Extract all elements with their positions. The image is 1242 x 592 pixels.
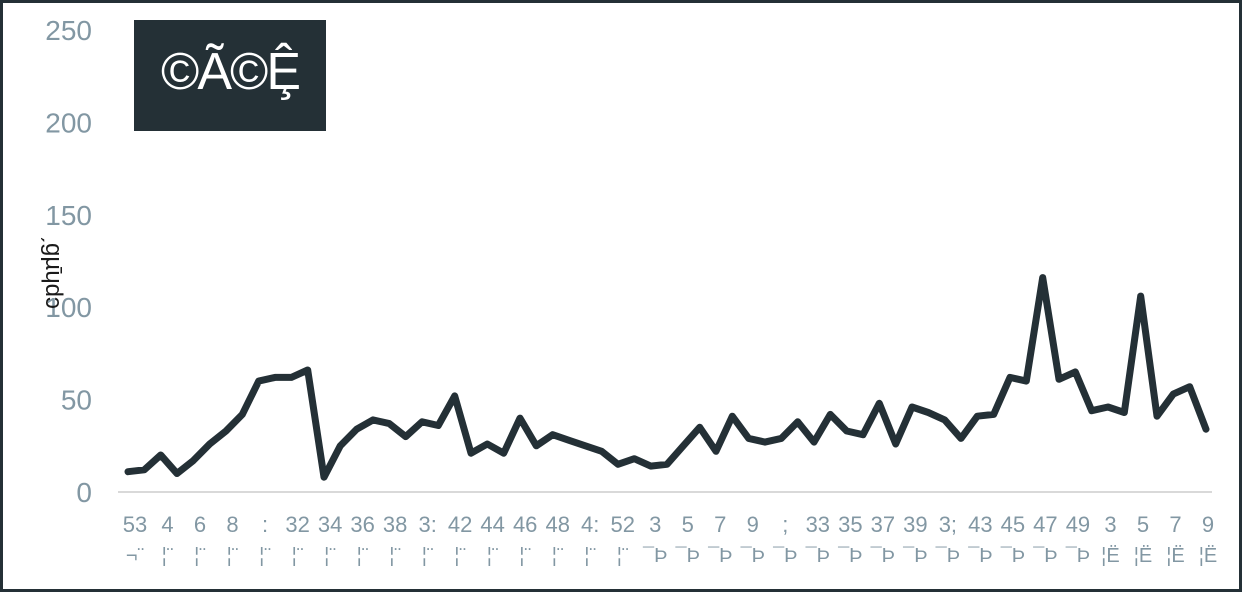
x-tick-sublabel: ¦¨	[259, 545, 271, 567]
x-tick-label: 3	[649, 512, 661, 537]
y-tick-label: 100	[45, 292, 92, 323]
x-tick-label: 38	[383, 512, 407, 537]
x-tick-label: 39	[903, 512, 927, 537]
x-tick-sublabel: ¦¨	[162, 545, 174, 567]
x-tick-sublabel: ¦¨	[227, 545, 239, 567]
x-tick-sublabel: ¯Þ	[1000, 545, 1025, 567]
chart-title-box: ©Ã©Ȩ̂	[134, 20, 326, 131]
x-tick-label: 43	[968, 512, 992, 537]
y-axis-ticks: 0 50 100 150 200 250	[45, 15, 92, 508]
x-tick-label: 34	[318, 512, 342, 537]
y-tick-label: 50	[61, 385, 92, 416]
x-tick-label: 5	[1137, 512, 1149, 537]
x-tick-sublabel: ¦¨	[617, 545, 629, 567]
x-tick-label: 7	[1169, 512, 1181, 537]
x-tick-sublabel: ¯Þ	[1065, 545, 1090, 567]
x-tick-label: 3:	[418, 512, 436, 537]
x-tick-sublabel: ¦Ë	[1101, 545, 1120, 567]
x-tick-sublabel: ¦¨	[389, 545, 401, 567]
x-tick-label: 32	[285, 512, 309, 537]
chart-title: ©Ã©Ȩ̂	[161, 43, 301, 101]
x-tick-label: 44	[480, 512, 504, 537]
x-tick-sublabel: ¯Þ	[837, 545, 862, 567]
x-tick-sublabel: ¯Þ	[707, 545, 732, 567]
x-tick-sublabel: ¯Þ	[1032, 545, 1057, 567]
x-tick-label: 4	[161, 512, 173, 537]
x-axis-ticks: 53¬¨4¦¨6¦¨8¦¨:¦¨32¦¨34¦¨36¦¨38¦¨3:¦¨42¦¨…	[123, 512, 1218, 567]
y-axis-label: ˏgµ̄ɥdɔ	[40, 235, 67, 309]
x-tick-label: 45	[1001, 512, 1025, 537]
x-tick-sublabel: ¯Þ	[740, 545, 765, 567]
x-tick-sublabel: ¦¨	[194, 545, 206, 567]
x-tick-label: 33	[806, 512, 830, 537]
x-tick-sublabel: ¦¨	[422, 545, 434, 567]
x-tick-sublabel: ¦¨	[519, 545, 531, 567]
y-tick-label: 250	[45, 15, 92, 46]
x-tick-sublabel: ¯Þ	[870, 545, 895, 567]
x-tick-label: 5	[682, 512, 694, 537]
x-tick-sublabel: ¦¨	[324, 545, 336, 567]
x-tick-sublabel: ¯Þ	[675, 545, 700, 567]
x-tick-label: 46	[513, 512, 537, 537]
x-tick-label: :	[262, 512, 268, 537]
x-tick-label: 37	[871, 512, 895, 537]
y-tick-label: 200	[45, 107, 92, 138]
x-tick-label: 48	[545, 512, 569, 537]
x-tick-label: 53	[123, 512, 147, 537]
x-tick-sublabel: ¦Ë	[1199, 545, 1218, 567]
x-tick-sublabel: ¦¨	[357, 545, 369, 567]
x-tick-label: 8	[226, 512, 238, 537]
series-line	[124, 274, 1210, 481]
x-tick-sublabel: ¯Þ	[967, 545, 992, 567]
x-tick-sublabel: ¬¨	[126, 545, 144, 567]
x-tick-label: 3	[1104, 512, 1116, 537]
x-tick-sublabel: ¦¨	[487, 545, 499, 567]
x-tick-sublabel: ¯Þ	[935, 545, 960, 567]
x-tick-sublabel: ¦¨	[552, 545, 564, 567]
x-tick-sublabel: ¯Þ	[642, 545, 667, 567]
x-tick-sublabel: ¦¨	[454, 545, 466, 567]
x-tick-label: 36	[350, 512, 374, 537]
x-tick-sublabel: ¦Ë	[1166, 545, 1185, 567]
x-tick-sublabel: ¯Þ	[805, 545, 830, 567]
x-tick-sublabel: ¦¨	[292, 545, 304, 567]
y-tick-label: 150	[45, 200, 92, 231]
x-tick-sublabel: ¦Ë	[1134, 545, 1153, 567]
x-tick-sublabel: ¦¨	[584, 545, 596, 567]
x-tick-label: 4:	[581, 512, 599, 537]
x-tick-label: 9	[1202, 512, 1214, 537]
x-tick-label: 49	[1066, 512, 1090, 537]
x-tick-label: 3;	[939, 512, 957, 537]
x-tick-label: ;	[782, 512, 788, 537]
x-tick-label: 7	[714, 512, 726, 537]
x-tick-label: 52	[610, 512, 634, 537]
x-tick-label: 6	[194, 512, 206, 537]
x-tick-label: 47	[1033, 512, 1057, 537]
x-tick-label: 9	[747, 512, 759, 537]
x-tick-sublabel: ¯Þ	[772, 545, 797, 567]
x-tick-label: 35	[838, 512, 862, 537]
x-tick-label: 42	[448, 512, 472, 537]
y-tick-label: 0	[76, 477, 92, 508]
x-tick-sublabel: ¯Þ	[902, 545, 927, 567]
